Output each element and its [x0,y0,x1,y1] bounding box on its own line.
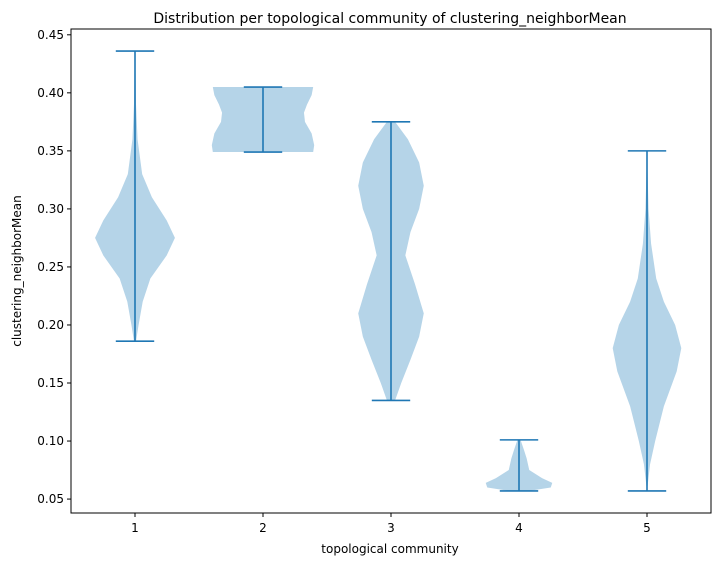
y-tick-label: 0.05 [37,492,64,506]
y-tick-label: 0.30 [37,202,64,216]
x-axis-label: topological community [321,542,458,556]
x-tick-label: 2 [259,521,267,535]
violin-4 [485,439,553,492]
y-tick-label: 0.45 [37,28,64,42]
x-tick-label: 1 [131,521,139,535]
violin-2 [211,86,315,153]
violin-layer [95,50,682,492]
y-tick-label: 0.15 [37,376,64,390]
chart-title: Distribution per topological community o… [153,11,626,27]
y-tick-label: 0.35 [37,144,64,158]
y-axis: 0.05 0.10 0.15 0.20 0.25 0.30 0.35 0.40 0.45 [37,28,71,506]
violin-1 [95,50,175,343]
y-tick-label: 0.10 [37,434,64,448]
x-axis: 1 2 3 4 5 [131,513,651,535]
x-tick-label: 4 [515,521,523,535]
y-tick-label: 0.40 [37,86,64,100]
violin-3 [358,121,424,402]
y-tick-label: 0.25 [37,260,64,274]
x-tick-label: 3 [387,521,395,535]
y-tick-label: 0.20 [37,318,64,332]
x-tick-label: 5 [643,521,651,535]
violin-5 [612,150,682,492]
y-axis-label: clustering_neighborMean [10,195,24,347]
